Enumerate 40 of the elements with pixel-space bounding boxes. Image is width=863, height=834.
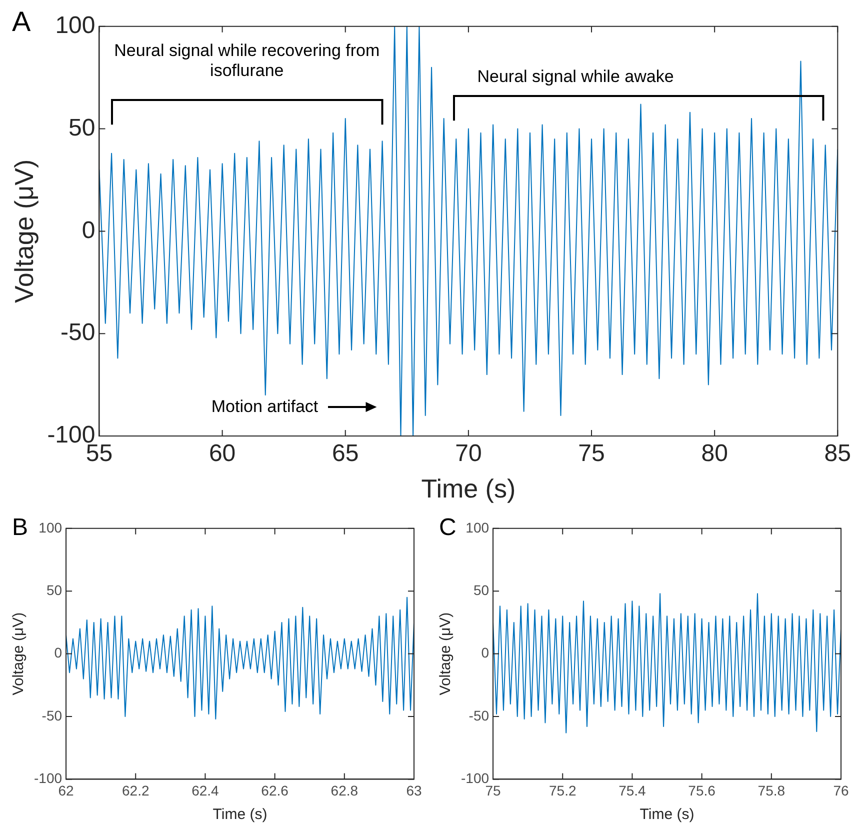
- y-tick-label: -50: [60, 319, 96, 346]
- y-axis-title: Voltage (μV): [10, 612, 28, 696]
- x-tick-label: 85: [824, 440, 852, 468]
- y-tick-label: -50: [42, 707, 62, 724]
- x-tick-label: 62.2: [122, 782, 150, 798]
- chart-title: A: [12, 6, 31, 37]
- y-tick-label: 50: [46, 582, 62, 598]
- annotation: Neural signal while awake: [476, 67, 675, 88]
- y-axis-title: Voltage (μV): [8, 159, 39, 304]
- x-tick-label: 70: [455, 440, 482, 468]
- x-tick-label: 63: [406, 782, 422, 798]
- y-tick-label: -50: [468, 707, 490, 724]
- annotation: Neural signal while recovering from isoflurane: [114, 40, 380, 82]
- x-tick-label: 80: [701, 440, 728, 468]
- y-axis-title: Voltage (μV): [437, 612, 454, 696]
- y-tick-label: 100: [38, 519, 62, 536]
- chart-title: B: [12, 514, 28, 541]
- x-tick-label: 75.6: [688, 782, 716, 798]
- chart-title: C: [439, 514, 456, 541]
- y-tick-label: 50: [473, 582, 490, 598]
- x-tick-label: 75.2: [548, 782, 576, 798]
- x-tick-label: 75: [578, 440, 605, 468]
- x-tick-label: 76: [833, 782, 849, 798]
- x-tick-label: 60: [208, 440, 236, 468]
- x-tick-label: 62.6: [261, 782, 289, 798]
- x-axis-title: Time (s): [212, 806, 268, 824]
- x-tick-label: 62.4: [192, 782, 220, 798]
- y-tick-label: 0: [54, 644, 62, 661]
- y-tick-label: 100: [55, 12, 96, 40]
- y-tick-label: 100: [466, 519, 490, 536]
- x-tick-label: 75.4: [618, 782, 646, 798]
- y-tick-label: 0: [82, 216, 96, 244]
- y-tick-label: 0: [481, 644, 490, 661]
- annotation: Motion artifact: [210, 397, 318, 418]
- x-tick-label: 62.8: [330, 782, 358, 798]
- x-axis-title: Time (s): [640, 806, 694, 824]
- y-tick-label: 50: [68, 114, 96, 142]
- x-axis-title: Time (s): [421, 474, 516, 504]
- x-tick-label: 75.8: [758, 782, 786, 798]
- x-tick-label: 65: [332, 440, 359, 468]
